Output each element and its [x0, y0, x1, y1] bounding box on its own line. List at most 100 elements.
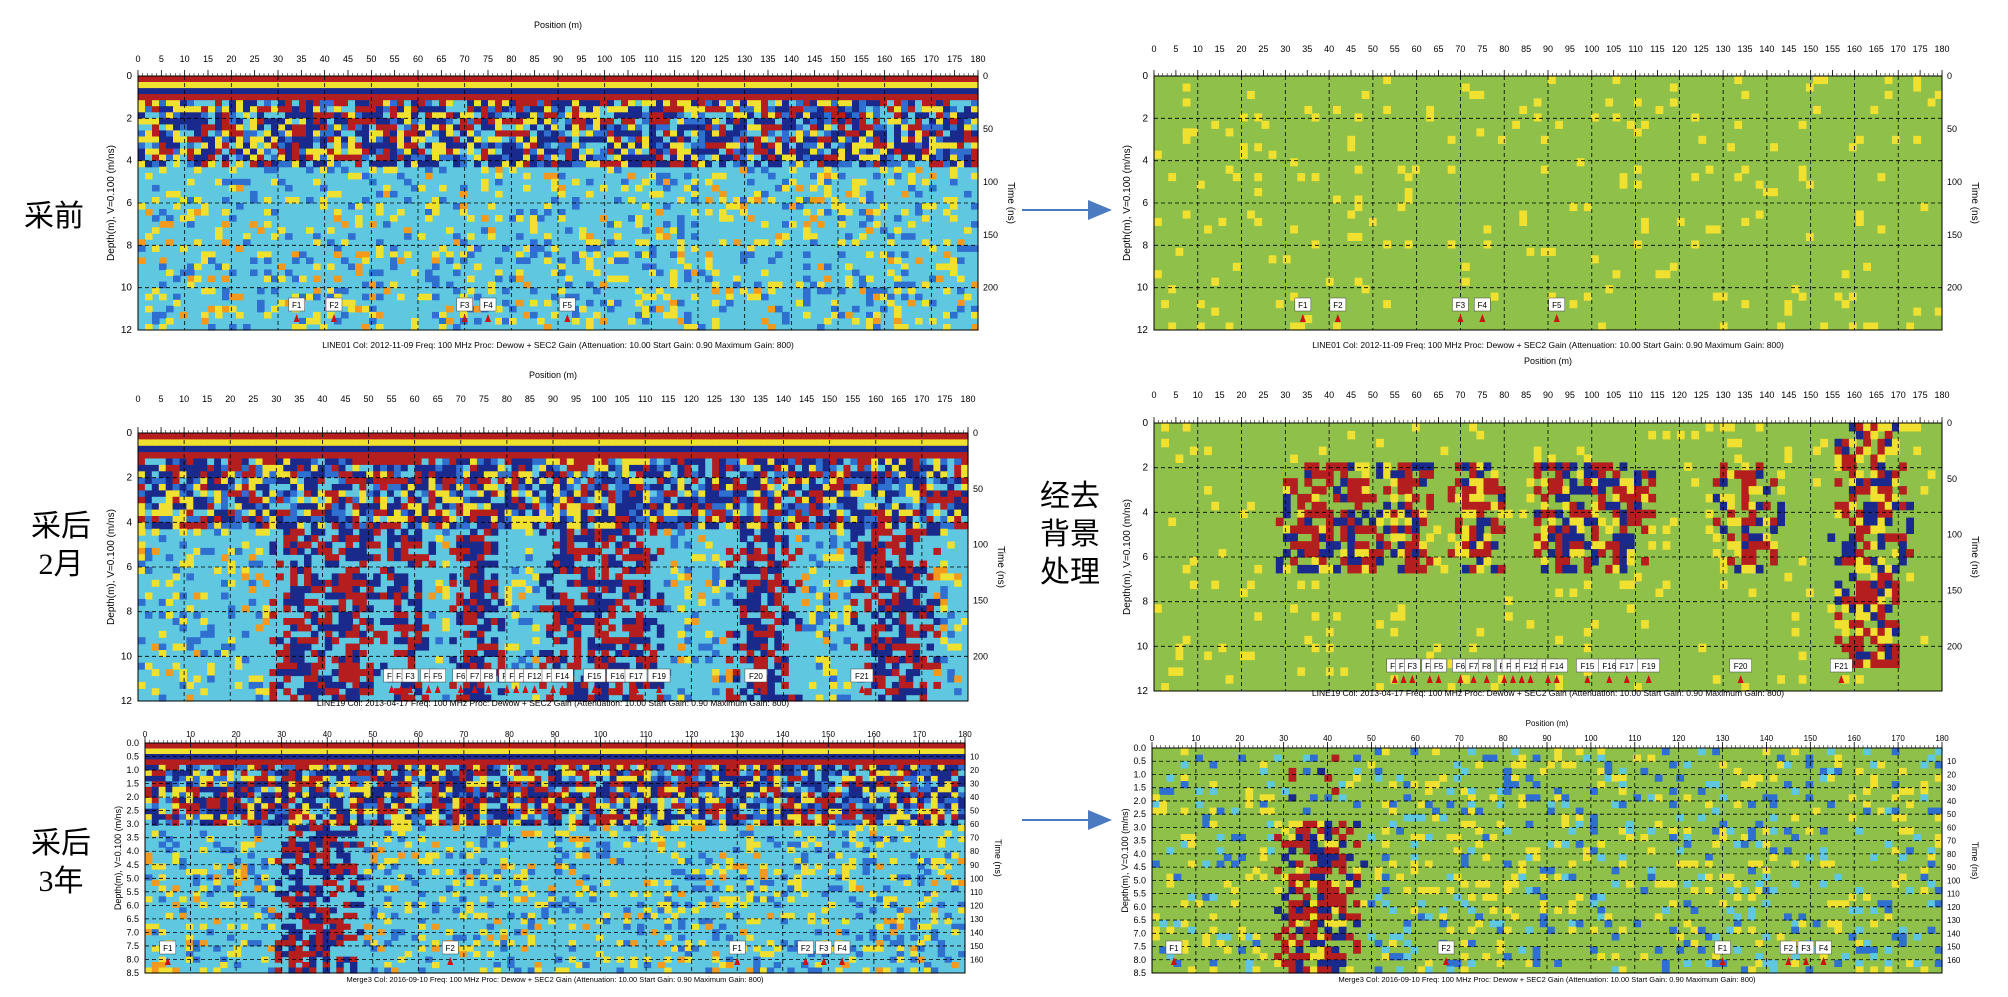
radargram-cell	[726, 100, 734, 107]
radargram-cell	[558, 124, 566, 131]
radargram-cell	[642, 263, 650, 271]
radargram-cell	[187, 281, 195, 289]
radargram-cell	[954, 471, 962, 479]
radargram-cell	[359, 484, 367, 491]
radargram-cell	[810, 281, 818, 289]
radargram-cell	[194, 263, 202, 271]
radargram-cell	[262, 433, 270, 440]
radargram-cell	[201, 112, 209, 119]
radargram-cell	[802, 439, 810, 447]
radargram-cell	[166, 269, 174, 277]
radargram-cell	[859, 160, 867, 168]
radargram-cell	[795, 477, 803, 485]
radargram-cell	[559, 477, 568, 485]
radargram-cell	[166, 100, 174, 107]
radargram-cell	[421, 509, 430, 517]
radargram-cell	[474, 100, 482, 107]
radargram-cell	[1619, 173, 1628, 182]
radargram-cell	[299, 142, 307, 150]
radargram-cell	[725, 458, 734, 466]
radargram-cell	[283, 445, 291, 453]
radargram-cell	[276, 484, 284, 491]
radargram-cell	[663, 433, 672, 440]
radargram-cell	[483, 509, 492, 517]
radargram-cell	[355, 215, 363, 222]
radargram-cell	[509, 148, 517, 156]
radargram-cell	[831, 305, 839, 313]
radargram-cell	[271, 166, 279, 174]
radargram-cell	[313, 263, 321, 271]
radargram-cell	[1211, 307, 1220, 316]
radargram-cell	[186, 484, 194, 491]
radargram-cell	[456, 439, 464, 447]
radargram-cell	[1254, 217, 1263, 226]
radargram-cell	[1755, 210, 1764, 219]
radargram-cell	[579, 142, 587, 150]
radargram-cell	[1161, 300, 1169, 309]
radargram-cell	[600, 215, 608, 222]
radargram-cell	[957, 94, 965, 101]
radargram-cell	[822, 464, 831, 472]
radargram-cell	[297, 509, 305, 517]
radargram-cell	[227, 503, 236, 511]
radargram-cell	[525, 464, 533, 472]
radargram-cell	[656, 433, 665, 440]
radargram-cell	[781, 445, 789, 453]
radargram-cell	[964, 94, 972, 101]
radargram-cell	[397, 257, 405, 264]
radargram-cell	[460, 148, 468, 156]
radargram-cell	[558, 100, 566, 107]
radargram-cell	[383, 166, 391, 174]
radargram-cell	[320, 203, 328, 210]
radargram-cell	[362, 148, 370, 156]
radargram-cell	[933, 439, 941, 447]
radargram-cell	[432, 275, 440, 283]
radargram-cell	[1619, 180, 1628, 189]
radargram-cell	[601, 490, 609, 498]
radargram-cell	[376, 88, 384, 95]
radargram-cell	[544, 82, 552, 89]
radargram-cell	[470, 439, 478, 447]
radargram-cell	[656, 130, 664, 137]
radargram-cell	[940, 464, 948, 472]
radargram-cell	[201, 311, 209, 319]
radargram-cell	[964, 227, 972, 234]
radargram-cell	[166, 160, 174, 168]
radargram-cell	[313, 233, 321, 240]
radargram-cell	[355, 100, 363, 107]
radargram-cell	[580, 439, 589, 447]
radargram-cell	[306, 112, 314, 119]
radargram-cell	[453, 233, 461, 240]
radargram-cell	[726, 160, 734, 168]
radargram-cell	[1182, 210, 1191, 219]
radargram-cell	[551, 269, 559, 277]
radargram-cell	[614, 130, 622, 137]
radargram-cell	[901, 324, 909, 331]
radargram-cell	[215, 130, 223, 137]
radargram-cell	[775, 94, 783, 101]
radargram-cell	[747, 293, 755, 301]
radargram-cell	[593, 239, 601, 246]
radargram-cell	[901, 136, 909, 144]
radargram-cell	[691, 197, 699, 204]
radargram-cell	[387, 503, 395, 511]
x-tick-label: 115	[667, 54, 681, 64]
radargram-cell	[327, 106, 335, 113]
radargram-cell	[214, 490, 222, 498]
radargram-cell	[446, 130, 454, 137]
radargram-cell	[663, 445, 672, 453]
radargram-cell	[187, 215, 195, 222]
radargram-cell	[775, 148, 783, 156]
radargram-cell	[586, 94, 594, 101]
radargram-cell	[306, 136, 314, 144]
radargram-cell	[761, 148, 769, 156]
radargram-cell	[313, 100, 321, 107]
radargram-cell	[504, 458, 513, 466]
radargram-cell	[725, 464, 734, 472]
radargram-cell	[698, 88, 706, 95]
radargram-cell	[1927, 98, 1936, 107]
radargram-cell	[891, 503, 900, 511]
radargram-cell	[684, 154, 692, 162]
radargram-cell	[369, 118, 377, 125]
radargram-cell	[138, 124, 146, 131]
